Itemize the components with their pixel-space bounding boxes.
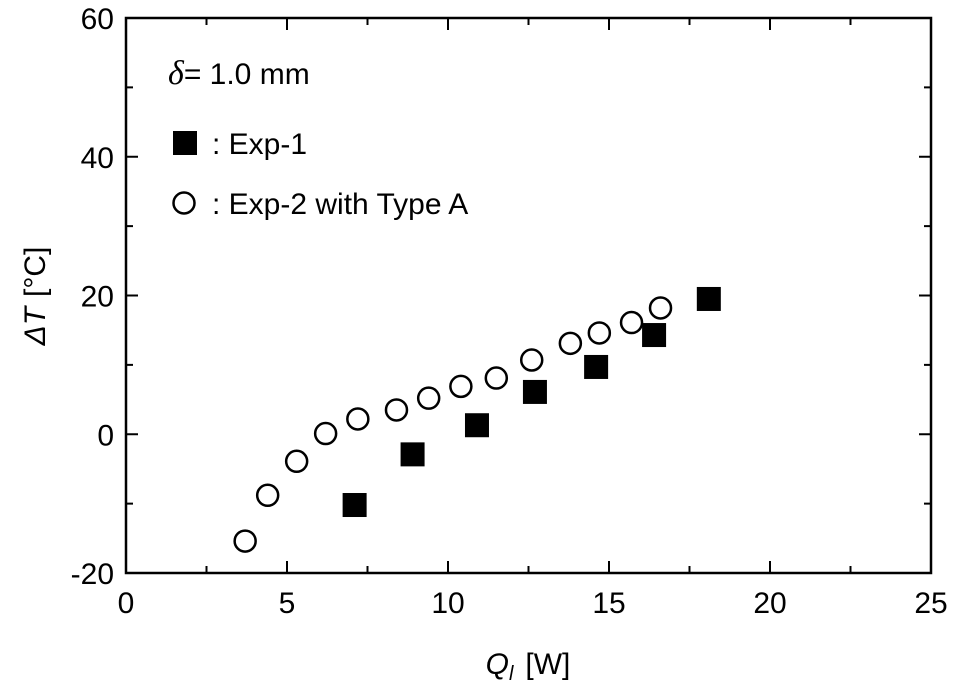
data-point-exp-2 (619, 310, 644, 335)
x-axis-subscript: l (509, 663, 514, 685)
annotation-text: = 1.0 mm (184, 58, 310, 91)
data-point-exp-1 (696, 286, 721, 311)
legend-marker-exp-1 (173, 131, 197, 155)
data-point-exp-2 (255, 483, 280, 508)
data-point-exp-2 (313, 421, 338, 446)
x-tick-label: 25 (914, 587, 947, 620)
data-point-exp-2 (449, 374, 473, 399)
data-point-exp-1 (642, 323, 667, 348)
x-axis-symbol: Q (486, 648, 509, 681)
annotation-symbol: δ (168, 55, 185, 92)
y-tick-label: 20 (81, 281, 114, 314)
data-point-exp-1 (342, 493, 367, 518)
plot-frame (124, 16, 933, 575)
data-point-exp-2 (233, 529, 257, 553)
x-tick-label: 0 (118, 587, 135, 620)
annotation: δ= 1.0 mm (168, 55, 310, 92)
y-axis-unit: [°C] (19, 247, 52, 297)
x-tick-label: 5 (279, 587, 296, 620)
data-point-exp-1 (584, 354, 609, 379)
data-point-exp-2 (416, 386, 441, 410)
data-point-exp-1 (522, 379, 547, 404)
data-point-exp-2 (384, 398, 409, 422)
y-axis-symbol: ΔT (19, 304, 52, 346)
legend: : Exp-1 : Exp-2 with Type A (172, 128, 468, 221)
data-point-exp-1 (464, 413, 489, 438)
y-tick-label: 0 (97, 419, 114, 452)
data-point-exp-2 (519, 348, 544, 372)
data-point-exp-2 (558, 331, 583, 356)
y-tick-label: -20 (71, 558, 114, 591)
data-point-exp-2 (648, 296, 673, 320)
data-point-exp-2 (346, 407, 370, 431)
legend-label-exp-1: : Exp-1 (212, 128, 307, 161)
x-axis-unit: [W] (525, 648, 570, 681)
x-tick-label: 15 (592, 587, 625, 620)
y-tick-label: 40 (81, 142, 114, 175)
x-tick-label: 10 (431, 587, 464, 620)
data-point-exp-2 (284, 449, 309, 474)
y-axis-title: ΔT [°C] (19, 247, 52, 347)
y-tick-label: 60 (81, 3, 114, 36)
data-point-exp-2 (484, 366, 509, 390)
data-point-exp-1 (400, 442, 425, 467)
x-axis-title: Ql [W] (486, 648, 571, 685)
data-point-exp-2 (587, 321, 612, 345)
x-tick-label: 20 (753, 587, 786, 620)
legend-marker-exp-2 (172, 191, 196, 215)
legend-label-exp-2: : Exp-2 with Type A (212, 188, 468, 221)
